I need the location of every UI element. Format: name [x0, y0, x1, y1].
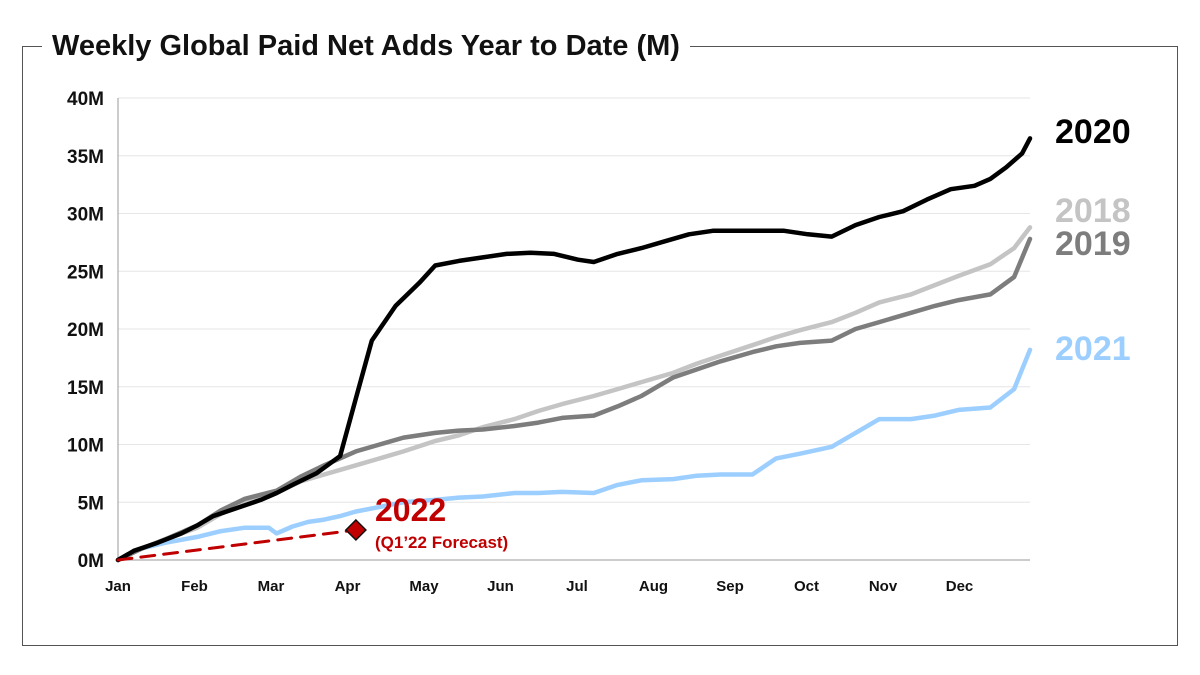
series-label-2021: 2021 [1055, 330, 1131, 368]
series-label-2020: 2020 [1055, 113, 1131, 151]
series-label-2018: 2018 [1055, 192, 1131, 230]
x-tick-label: Dec [946, 578, 974, 595]
x-tick-label: Mar [258, 578, 285, 595]
forecast-marker [344, 518, 367, 542]
y-tick-label: 20M [67, 320, 104, 341]
chart-title: Weekly Global Paid Net Adds Year to Date… [42, 30, 690, 63]
series-label-2022: 2022 [375, 492, 446, 528]
x-tick-label: Apr [335, 578, 361, 595]
x-tick-label: Sep [716, 578, 744, 595]
x-tick-label: Jun [487, 578, 514, 595]
x-tick-label: Nov [869, 578, 898, 595]
y-tick-label: 30M [67, 205, 104, 226]
y-tick-label: 35M [67, 147, 104, 168]
y-tick-label: 15M [67, 378, 104, 399]
x-tick-label: Oct [794, 578, 819, 595]
series-line-2022 [116, 528, 358, 562]
series-line-2018 [115, 225, 1033, 563]
x-tick-label: Aug [639, 578, 668, 595]
y-tick-label: 40M [67, 89, 104, 110]
y-tick-label: 0M [78, 551, 104, 572]
y-tick-label: 5M [78, 493, 104, 514]
y-tick-label: 10M [67, 436, 104, 457]
x-tick-label: May [409, 578, 439, 595]
x-tick-label: Jan [105, 578, 131, 595]
series-line-2019 [115, 236, 1033, 563]
x-tick-label: Feb [181, 578, 208, 595]
series-sublabel-2022: (Q1’22 Forecast) [375, 533, 508, 552]
y-tick-label: 25M [67, 262, 104, 283]
series-line-2020 [115, 136, 1033, 563]
series-label-2019: 2019 [1055, 225, 1131, 263]
x-tick-label: Jul [566, 578, 588, 595]
series-line-2021 [115, 347, 1033, 563]
